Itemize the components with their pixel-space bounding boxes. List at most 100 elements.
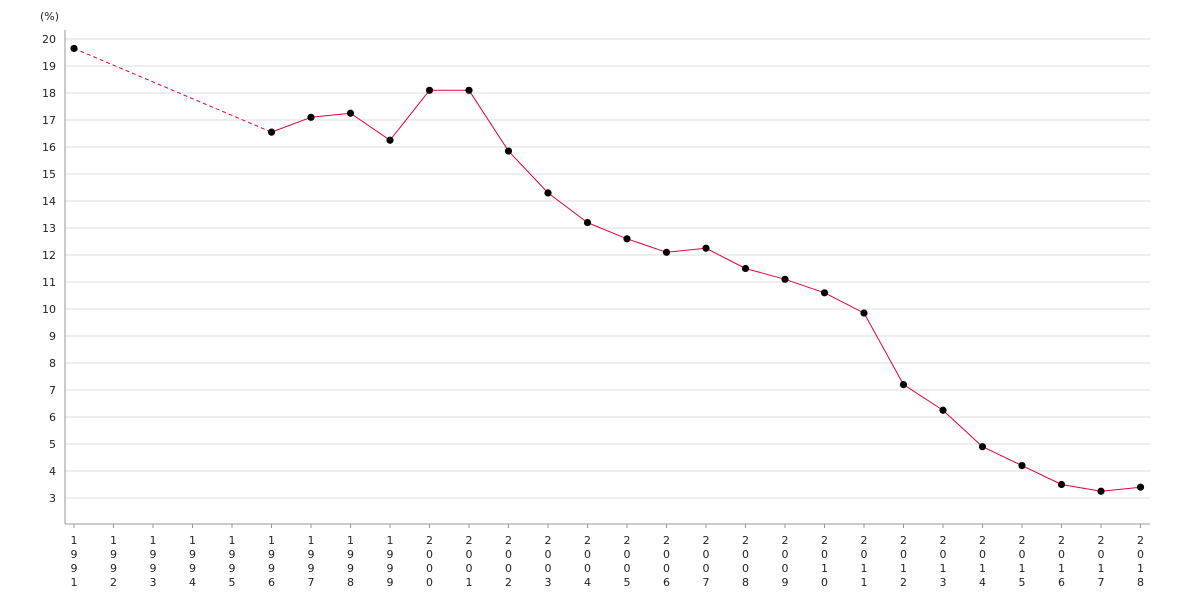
series-line-segment bbox=[863, 312, 904, 385]
data-point bbox=[978, 443, 987, 451]
data-point bbox=[465, 86, 473, 94]
y-tick-label: 7 bbox=[49, 384, 56, 397]
series-line-segment bbox=[1100, 486, 1141, 492]
data-series bbox=[73, 47, 1141, 492]
series-line-segment bbox=[705, 247, 746, 269]
y-tick-label: 9 bbox=[49, 330, 56, 343]
series-line-segment bbox=[903, 384, 944, 411]
data-point bbox=[1018, 462, 1026, 470]
data-point bbox=[267, 128, 276, 136]
y-tick-label: 15 bbox=[42, 168, 56, 181]
data-points bbox=[70, 44, 1145, 495]
data-point bbox=[623, 235, 631, 243]
y-tick-label: 11 bbox=[42, 276, 56, 289]
y-axis-ticks: 3 4 5 6 7 8 9 10 11 12 13 14 15 16 17 18 19 20 bbox=[42, 33, 56, 505]
data-point bbox=[662, 248, 671, 256]
data-point bbox=[741, 264, 750, 273]
y-axis-unit-label: (%) bbox=[40, 10, 59, 23]
series-line-segment bbox=[942, 409, 983, 448]
series-line-segment bbox=[271, 116, 312, 133]
gridlines bbox=[65, 38, 1150, 499]
y-tick-label: 5 bbox=[49, 438, 56, 451]
series-line-segment bbox=[587, 222, 628, 240]
data-point bbox=[860, 309, 868, 317]
y-tick-label: 19 bbox=[42, 60, 56, 73]
data-point bbox=[544, 189, 552, 197]
series-line-segment bbox=[547, 192, 588, 223]
data-point bbox=[307, 113, 315, 121]
y-tick-label: 4 bbox=[49, 465, 56, 478]
x-axis-ticks: 1 9 9 1 1 9 9 2 1 9 9 3 1 9 9 4 1 9 9 5 1 9 9 6 1 9 9 7 1 9 9 8 1 9 9 9 2 0 0 0… bbox=[71, 524, 1144, 589]
data-point bbox=[1136, 483, 1145, 491]
series-line-segment bbox=[468, 90, 509, 152]
series-line-segment bbox=[1061, 484, 1102, 492]
y-tick-label: 12 bbox=[42, 249, 56, 262]
y-tick-label: 18 bbox=[42, 87, 56, 100]
y-tick-label: 13 bbox=[42, 222, 56, 235]
y-tick-label: 3 bbox=[49, 492, 56, 505]
data-point bbox=[1097, 487, 1105, 495]
data-point bbox=[70, 44, 78, 53]
data-point bbox=[899, 381, 908, 389]
data-point bbox=[939, 406, 947, 414]
y-tick-label: 8 bbox=[49, 357, 56, 370]
series-line-segment bbox=[982, 446, 1023, 467]
series-line-segment bbox=[1021, 465, 1062, 485]
data-point bbox=[425, 86, 434, 94]
y-tick-label: 6 bbox=[49, 411, 56, 424]
data-point bbox=[583, 219, 592, 227]
data-point bbox=[1057, 480, 1066, 489]
series-line-segment bbox=[310, 112, 351, 118]
y-tick-label: 20 bbox=[42, 33, 56, 46]
series-line-segment bbox=[626, 238, 667, 253]
axes bbox=[64, 30, 1150, 525]
y-tick-label: 14 bbox=[42, 195, 56, 208]
data-point bbox=[386, 136, 394, 144]
y-tick-label: 10 bbox=[42, 303, 56, 316]
data-point bbox=[504, 147, 513, 155]
data-point bbox=[820, 289, 829, 297]
data-point bbox=[346, 109, 355, 117]
series-line-segment bbox=[824, 292, 865, 314]
data-point bbox=[702, 244, 710, 252]
series-line-segment bbox=[389, 89, 430, 141]
series-line-segment bbox=[745, 268, 786, 280]
series-gap-segment bbox=[73, 47, 272, 133]
series-line-segment bbox=[508, 150, 549, 194]
y-tick-label: 17 bbox=[42, 114, 56, 127]
series-line-segment bbox=[666, 247, 707, 253]
series-line-segment bbox=[784, 278, 825, 294]
series-line-segment bbox=[350, 112, 391, 141]
data-point bbox=[781, 275, 789, 283]
y-tick-label: 16 bbox=[42, 141, 56, 154]
